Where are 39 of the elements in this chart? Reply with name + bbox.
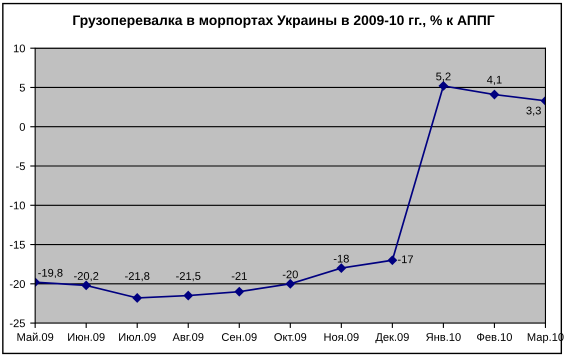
x-tick-label: Ноя.09: [324, 333, 359, 341]
point: [184, 290, 193, 300]
point: [336, 263, 346, 273]
point: [490, 90, 500, 100]
y-tick-label: 10: [14, 44, 25, 52]
data-label: -18: [334, 254, 349, 263]
point: [234, 287, 244, 296]
x-tick-label: Июл.09: [119, 333, 156, 341]
y-tick-label: 0: [20, 123, 25, 131]
point: [388, 256, 397, 265]
data-label: 5,2: [436, 72, 451, 82]
data-label: -20,2: [74, 272, 98, 282]
x-tick-label: Янв.10: [426, 333, 461, 341]
x-tick-label: Дек.09: [375, 333, 409, 344]
data-label: -21,8: [125, 272, 150, 282]
x-tick-label: Авг.09: [172, 333, 204, 341]
data-label: -21,5: [176, 272, 200, 282]
chart-title: Грузоперевалка в морпортах Украины в 2009-10 гг., % к АППГ: [73, 15, 494, 28]
x-tick-label: Окт.09: [274, 333, 306, 341]
x-tick-label: Фев.10: [477, 333, 512, 341]
data-label: -20: [282, 270, 298, 278]
y-tick-label: -15: [10, 240, 25, 249]
x-tick-label: Сен.09: [222, 333, 257, 341]
point: [286, 279, 295, 288]
data-label: -19,8: [38, 268, 63, 278]
data-label: -21: [232, 272, 247, 280]
point: [132, 293, 142, 303]
point: [82, 280, 91, 290]
y-tick-label: -5: [16, 162, 25, 170]
y-tick-label: -20: [10, 280, 25, 288]
x-tick-label: Июн.09: [68, 333, 105, 341]
data-label: -17: [398, 255, 413, 264]
data-label: 4,1: [486, 76, 502, 85]
point: [438, 81, 448, 91]
x-tick-label: Май.09: [17, 332, 54, 341]
y-tick-label: -25: [10, 319, 25, 328]
data-label: 3,3: [526, 106, 541, 116]
y-tick-label: 5: [20, 84, 25, 92]
y-tick-label: -10: [10, 202, 25, 210]
